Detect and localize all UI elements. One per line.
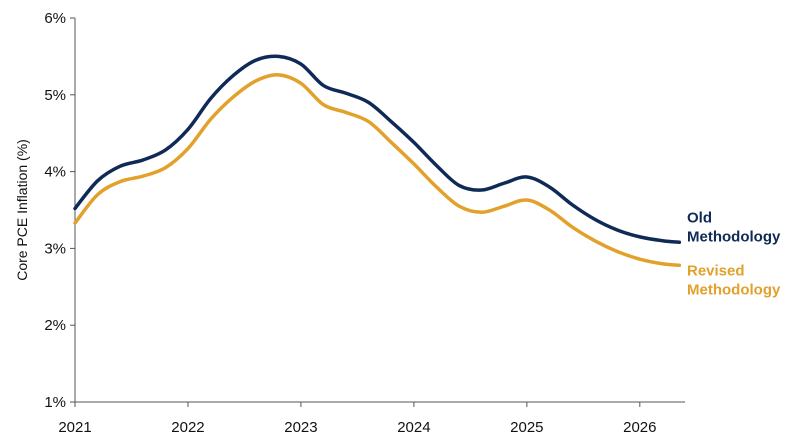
x-tick-label: 2021 (58, 419, 91, 436)
y-tick-label: 5% (44, 87, 66, 104)
old-methodology-label-line: Old (687, 209, 712, 226)
x-tick-label: 2022 (171, 419, 204, 436)
old-methodology-line (73, 54, 682, 245)
y-tick-label: 3% (44, 240, 66, 257)
y-tick-label: 4% (44, 164, 66, 181)
old-methodology-label-line: Methodology (687, 228, 781, 245)
x-tick-label: 2024 (397, 419, 430, 436)
y-axis-title: Core PCE Inflation (%) (14, 139, 30, 281)
x-tick-label: 2025 (510, 419, 543, 436)
axes: 1% 2% 3% 4% 5% 6% 2021 2022 2023 2024 2025 2026 (44, 10, 685, 436)
revised-methodology-label-line: Revised (687, 262, 745, 279)
old-methodology-label: Old Methodology (687, 209, 781, 245)
y-tick-label: 2% (44, 317, 66, 334)
x-tick-label: 2023 (284, 419, 317, 436)
y-tick-label: 6% (44, 10, 66, 27)
x-tick-label: 2026 (623, 419, 656, 436)
revised-methodology-line (73, 73, 682, 268)
revised-methodology-label: Revised Methodology (687, 262, 781, 298)
y-tick-label: 1% (44, 394, 66, 411)
revised-methodology-label-line: Methodology (687, 281, 781, 298)
series-layer (73, 54, 682, 268)
series-labels: Old Methodology Revised Methodology (687, 209, 781, 298)
